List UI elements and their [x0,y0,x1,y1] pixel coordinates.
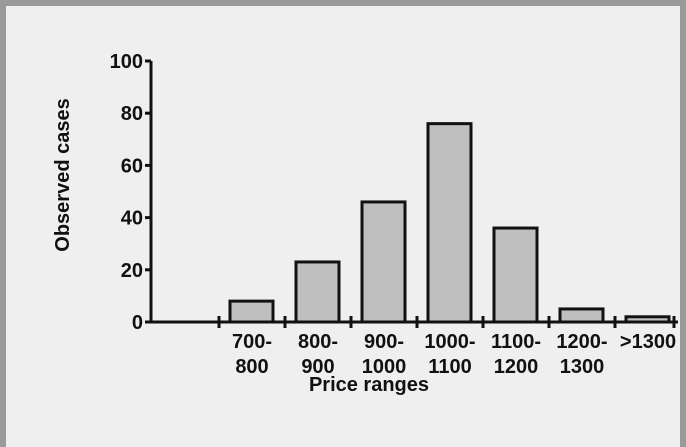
y-tick-label: 0 [132,312,143,334]
x-axis: 700- 800 800- 900 900- 1000 1000- 1100 1100- 1200… [151,316,678,378]
x-tick-label: 900- [364,331,404,353]
x-axis-label: Price ranges [309,374,429,396]
bar [492,226,539,324]
y-tick-label: 40 [121,208,143,230]
y-tick-label: 80 [121,103,143,125]
y-axis-label: Observed cases [52,98,74,251]
x-tick-label: 900 [301,356,334,378]
x-tick-label: 1300 [560,356,605,378]
x-tick-label: 1100 [428,356,471,378]
bar [426,122,473,324]
x-tick-label: 1200 [494,356,539,378]
x-tick-label: 800 [235,356,268,378]
x-tick-label: 1200- [556,331,607,353]
x-tick-label: 1000- [424,331,475,353]
bar [624,315,671,324]
y-tick-label: 100 [110,51,143,73]
x-tick-label: >1300 [620,331,676,353]
y-axis: 0 20 40 60 80 100 [110,51,153,334]
bar [228,299,275,324]
x-tick-label: 1100- [491,331,541,353]
bar [294,260,341,324]
x-tick-label: 700- [232,331,272,353]
x-tick-label: 1000 [362,356,407,378]
y-tick-label: 20 [121,260,143,282]
bar [558,307,605,324]
x-tick-label: 800- [298,331,338,353]
y-tick-label: 60 [121,155,143,177]
bars [228,122,671,324]
bar [360,200,407,324]
